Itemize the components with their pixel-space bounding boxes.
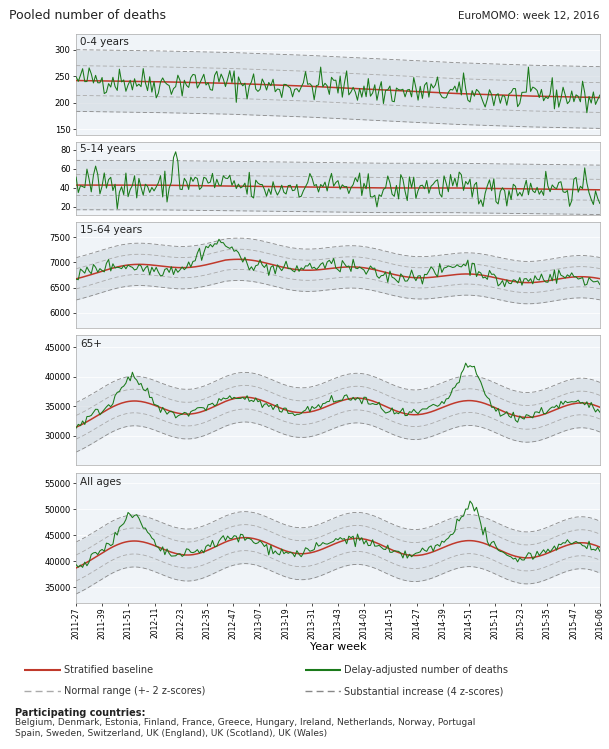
Text: All ages: All ages: [80, 477, 121, 487]
Text: Substantial increase (4 z-scores): Substantial increase (4 z-scores): [344, 686, 504, 697]
Text: Stratified baseline: Stratified baseline: [64, 665, 153, 676]
Text: Delay-adjusted number of deaths: Delay-adjusted number of deaths: [344, 665, 508, 676]
Text: 5-14 years: 5-14 years: [80, 145, 135, 154]
Text: 15-64 years: 15-64 years: [80, 225, 142, 235]
Text: EuroMOMO: week 12, 2016: EuroMOMO: week 12, 2016: [459, 10, 600, 21]
X-axis label: Year week: Year week: [310, 642, 366, 652]
Text: Belgium, Denmark, Estonia, Finland, France, Greece, Hungary, Ireland, Netherland: Belgium, Denmark, Estonia, Finland, Fran…: [15, 718, 476, 738]
Text: Pooled number of deaths: Pooled number of deaths: [9, 9, 166, 22]
Text: 0-4 years: 0-4 years: [80, 37, 128, 46]
Text: 65+: 65+: [80, 339, 102, 349]
Text: Normal range (+- 2 z-scores): Normal range (+- 2 z-scores): [64, 686, 205, 697]
Text: Participating countries:: Participating countries:: [15, 708, 146, 718]
